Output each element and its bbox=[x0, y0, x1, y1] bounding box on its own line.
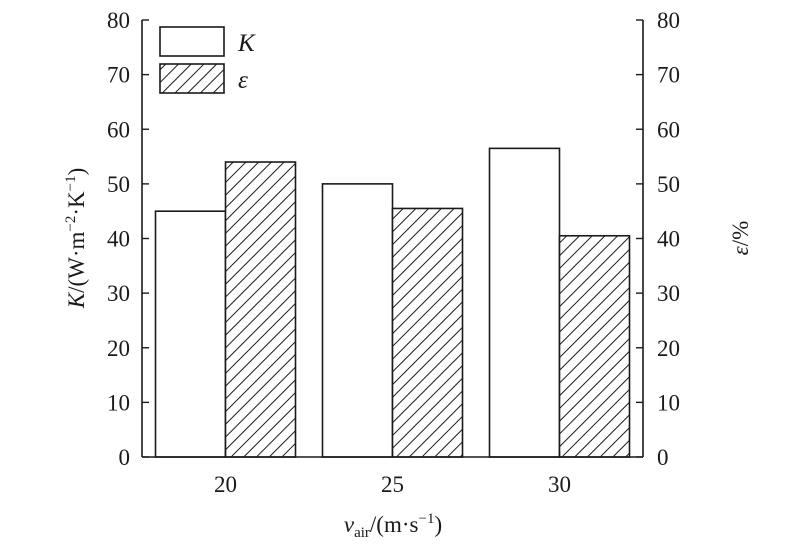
legend-label-epsilon: ε bbox=[238, 67, 248, 94]
y-left-tick-label-50: 50 bbox=[107, 172, 130, 197]
y-left-tick-label-80: 80 bbox=[107, 8, 130, 33]
x-tick-label-20: 20 bbox=[214, 472, 237, 497]
y-left-tick-label-30: 30 bbox=[107, 281, 130, 306]
bars-layer bbox=[154, 147, 631, 458]
y-axis-right-title: ε/% bbox=[728, 221, 753, 256]
bar-epsilon-30 bbox=[558, 234, 631, 458]
bar-k-20 bbox=[154, 210, 227, 458]
y-right-tick-label-30: 30 bbox=[657, 281, 680, 306]
y-right-tick-label-80: 80 bbox=[657, 8, 680, 33]
legend-swatch-epsilon bbox=[159, 63, 225, 94]
axes-layer: 20 25 30 0 10 20 30 40 50 60 70 80 0 10 20 30 40 50 60 70 80 bbox=[107, 8, 680, 497]
y-left-tick-label-10: 10 bbox=[107, 390, 130, 415]
legend-swatch-k bbox=[159, 26, 225, 57]
y-right-tick-label-40: 40 bbox=[657, 227, 680, 252]
y-right-tick-label-70: 70 bbox=[657, 63, 680, 88]
bar-epsilon-25 bbox=[391, 207, 464, 458]
bar-k-25 bbox=[321, 183, 394, 458]
y-right-tick-label-20: 20 bbox=[657, 336, 680, 361]
x-tick-label-25: 25 bbox=[381, 472, 404, 497]
x-axis-title: vair/(m·s−1) bbox=[344, 511, 442, 541]
y-left-tick-label-40: 40 bbox=[107, 227, 130, 252]
y-axis-left-title: K/(W·m−2·K−1) bbox=[63, 168, 89, 310]
y-left-tick-label-0: 0 bbox=[119, 445, 131, 470]
y-right-tick-label-0: 0 bbox=[657, 445, 669, 470]
y-left-tick-label-70: 70 bbox=[107, 63, 130, 88]
y-left-tick-label-60: 60 bbox=[107, 117, 130, 142]
y-left-tick-label-20: 20 bbox=[107, 336, 130, 361]
x-tick-label-30: 30 bbox=[548, 472, 571, 497]
bar-epsilon-20 bbox=[224, 161, 297, 458]
y-right-tick-label-60: 60 bbox=[657, 117, 680, 142]
bar-k-30 bbox=[488, 147, 561, 458]
legend-label-k: K bbox=[237, 30, 256, 57]
y-right-tick-label-50: 50 bbox=[657, 172, 680, 197]
legend: Kε bbox=[159, 26, 256, 94]
y-right-tick-label-10: 10 bbox=[657, 390, 680, 415]
